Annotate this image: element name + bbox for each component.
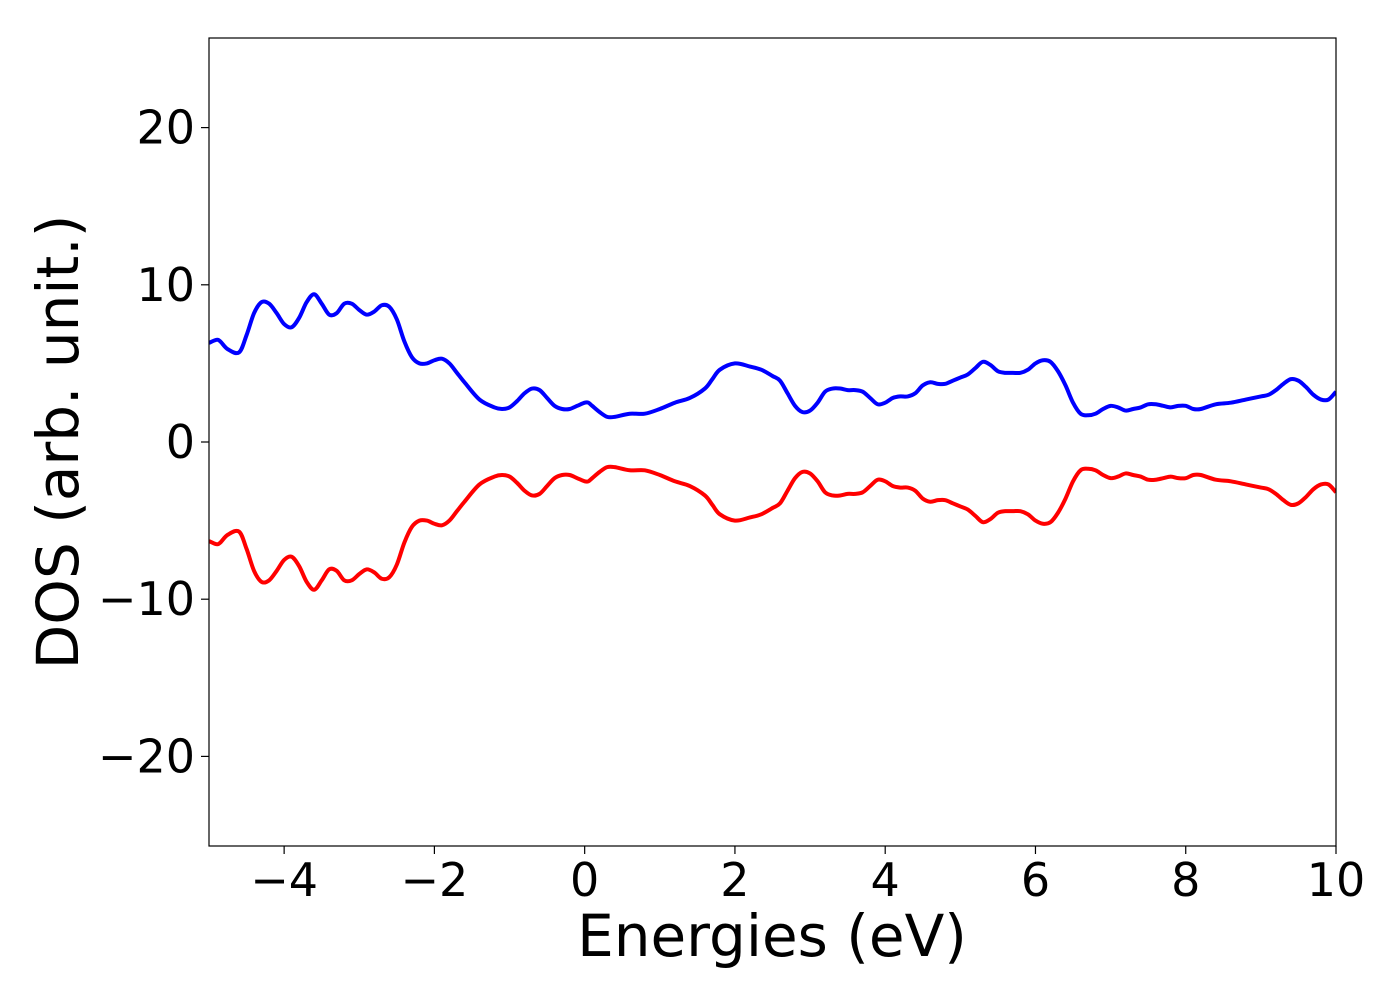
x-axis-ticks: −4 −2 0 2 4 6 8 10: [250, 846, 1365, 907]
x-tick-label: 2: [720, 853, 749, 907]
y-tick-label: 10: [136, 258, 195, 312]
x-tick-label: 10: [1307, 853, 1366, 907]
y-tick-label: 0: [166, 415, 195, 469]
series-layer: [209, 292, 1336, 592]
y-axis-label: DOS (arb. unit.): [24, 215, 92, 670]
x-tick-label: 6: [1021, 853, 1050, 907]
x-axis-label: Energies (eV): [577, 902, 967, 970]
x-tick-label: −4: [250, 853, 318, 907]
y-axis-ticks: −20 −10 0 10 20: [98, 101, 209, 783]
y-tick-label: −10: [98, 572, 195, 626]
x-tick-label: 4: [871, 853, 900, 907]
y-tick-label: −20: [98, 729, 195, 783]
x-tick-label: 0: [570, 853, 599, 907]
series-line-2: [209, 464, 1336, 592]
y-tick-label: 20: [136, 101, 195, 155]
x-tick-label: −2: [400, 853, 468, 907]
series-line-1: [209, 292, 1336, 420]
x-tick-label: 8: [1171, 853, 1200, 907]
